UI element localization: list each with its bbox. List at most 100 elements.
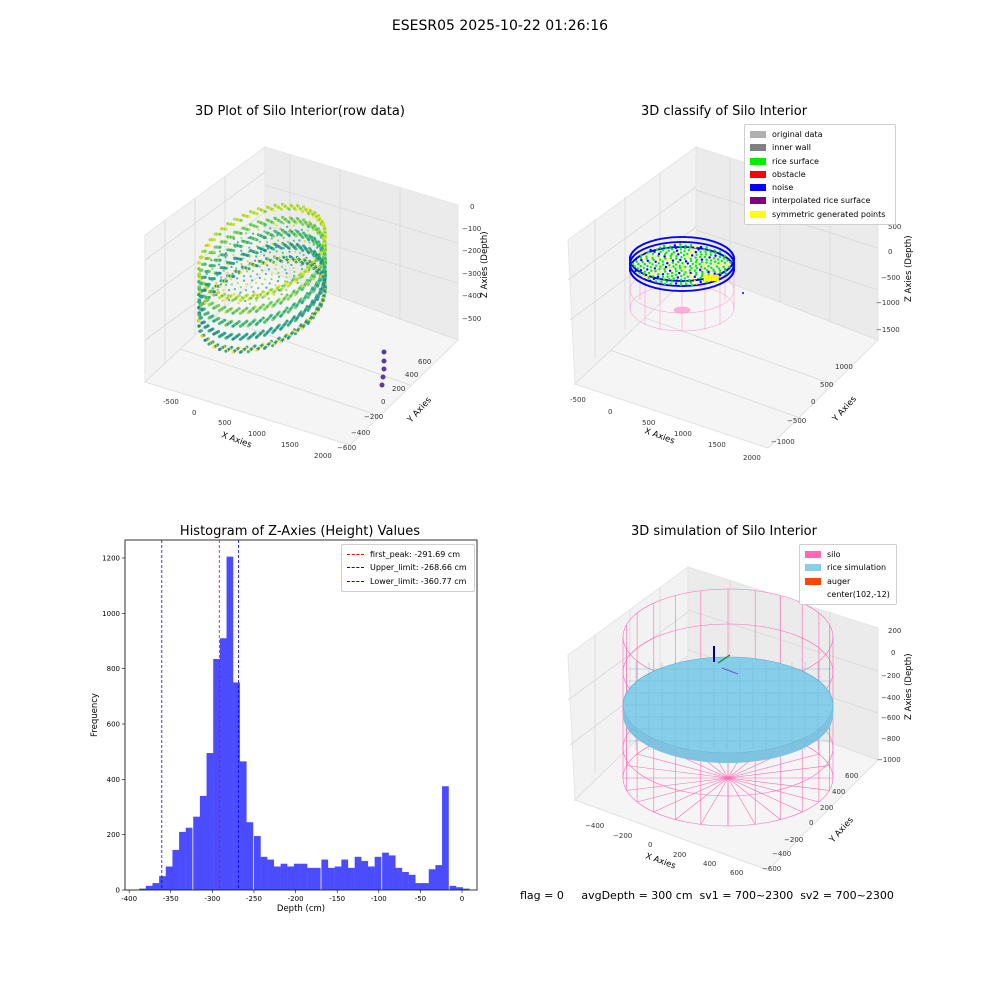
histogram-bar bbox=[313, 867, 321, 890]
z-tick: −400 bbox=[462, 292, 481, 300]
histogram-bar bbox=[428, 869, 436, 890]
z-axis-label: Z Axies (Depth) bbox=[480, 231, 490, 298]
x-tick-label: -250 bbox=[246, 895, 262, 903]
histogram-bar bbox=[449, 885, 457, 890]
x-tick: 0 bbox=[192, 409, 196, 417]
legend-label: noise bbox=[772, 183, 794, 193]
legend-swatch bbox=[750, 210, 766, 218]
legend-label: rice surface bbox=[772, 156, 819, 166]
y-tick: 600 bbox=[418, 358, 431, 366]
histogram-bar bbox=[388, 855, 396, 890]
x-tick-label: -300 bbox=[204, 895, 220, 903]
legend-item: rice simulation bbox=[805, 561, 891, 574]
y-tick: −1000 bbox=[771, 438, 795, 446]
raw-plot-title: 3D Plot of Silo Interior(row data) bbox=[195, 104, 405, 119]
x-tick: 0 bbox=[608, 408, 612, 416]
histogram-bar bbox=[193, 816, 200, 890]
x-tick: −400 bbox=[585, 822, 604, 830]
histogram-bar bbox=[287, 866, 295, 890]
legend-item: noise bbox=[750, 181, 890, 194]
y-tick-label: 600 bbox=[107, 720, 120, 728]
histogram-bar bbox=[233, 682, 240, 890]
y-tick-label: 1200 bbox=[102, 554, 120, 562]
histogram-bar bbox=[422, 883, 429, 890]
histogram-bar bbox=[374, 856, 382, 890]
histogram-bar bbox=[300, 863, 308, 890]
legend-swatch bbox=[805, 551, 821, 558]
x-tick: 400 bbox=[703, 860, 716, 868]
histogram-bar bbox=[402, 872, 409, 890]
x-tick-label: -400 bbox=[121, 895, 137, 903]
histogram-bar bbox=[246, 822, 254, 890]
legend-label: rice simulation bbox=[827, 563, 887, 573]
y-tick-label: 200 bbox=[107, 831, 120, 839]
x-tick-label: -350 bbox=[163, 895, 179, 903]
y-tick: 600 bbox=[845, 772, 858, 780]
legend-label: silo bbox=[827, 550, 841, 559]
z-tick: −800 bbox=[881, 735, 900, 743]
legend-line bbox=[347, 567, 364, 569]
x-tick-label: -50 bbox=[415, 895, 426, 903]
histogram-bar bbox=[206, 753, 214, 890]
y-tick-label: 1000 bbox=[102, 610, 120, 618]
z-tick: 0 bbox=[470, 203, 474, 211]
z-tick: −1000 bbox=[876, 299, 900, 307]
legend-swatch bbox=[750, 170, 766, 178]
histogram-bar bbox=[185, 827, 193, 890]
histogram-bar bbox=[172, 849, 180, 890]
legend-swatch bbox=[805, 564, 821, 572]
y-tick: −200 bbox=[364, 413, 383, 421]
histogram-bar bbox=[159, 876, 166, 890]
x-tick: -500 bbox=[163, 398, 179, 406]
legend-swatch bbox=[805, 577, 821, 585]
legend-label: Upper_limit: -268.66 cm bbox=[370, 563, 467, 573]
histogram-bar bbox=[273, 866, 281, 890]
histogram-bar bbox=[226, 556, 234, 890]
z-tick: 0 bbox=[888, 248, 892, 256]
y-tick: −400 bbox=[351, 429, 370, 437]
histogram-bar bbox=[361, 860, 369, 890]
histogram-legend: first_peak: -291.69 cm Upper_limit: -268… bbox=[341, 544, 475, 592]
y-tick: −600 bbox=[337, 444, 356, 452]
legend-label: interpolated rice surface bbox=[772, 196, 871, 206]
z-tick: 0 bbox=[891, 649, 895, 657]
legend-item: Lower_limit: -360.77 cm bbox=[347, 575, 469, 588]
histogram-bar bbox=[442, 786, 449, 890]
y-tick: 0 bbox=[811, 398, 815, 406]
legend-swatch bbox=[750, 131, 766, 138]
x-tick: 500 bbox=[218, 419, 231, 427]
classify-plot-title: 3D classify of Silo Interior bbox=[640, 104, 808, 119]
histogram-bar bbox=[462, 888, 470, 890]
histogram-bar bbox=[253, 836, 261, 890]
y-tick: 200 bbox=[820, 804, 833, 812]
y-tick: 200 bbox=[392, 385, 405, 393]
histogram-bar bbox=[165, 866, 173, 890]
x-axis-label: Depth (cm) bbox=[277, 904, 325, 914]
histogram-bar bbox=[139, 888, 146, 890]
histogram-bar bbox=[435, 865, 443, 890]
legend-line bbox=[347, 580, 364, 582]
legend-item: center(102,-12) bbox=[805, 588, 891, 601]
simulation-3d-plot: −400 −200 0 200 400 600 600 400 200 0 −2… bbox=[567, 566, 914, 877]
histogram-bar bbox=[415, 883, 423, 890]
histogram-bar bbox=[408, 874, 416, 890]
x-tick: 500 bbox=[642, 419, 655, 427]
legend-swatch bbox=[805, 591, 821, 598]
legend-label: center(102,-12) bbox=[827, 589, 890, 599]
simulation-legend: silo rice simulation auger center(102,-1… bbox=[799, 544, 897, 606]
x-tick: 2000 bbox=[314, 452, 332, 460]
x-tick: 1500 bbox=[708, 441, 726, 449]
legend-item: symmetric generated points bbox=[750, 208, 890, 221]
histogram-bar bbox=[213, 658, 220, 890]
x-tick: 600 bbox=[730, 869, 743, 877]
z-tick: −200 bbox=[462, 247, 481, 255]
y-tick-label: 0 bbox=[116, 887, 120, 895]
histogram-bar bbox=[239, 761, 247, 890]
y-tick-label: 800 bbox=[107, 665, 120, 673]
x-tick: -500 bbox=[570, 396, 586, 404]
z-tick: −300 bbox=[462, 270, 481, 278]
z-tick: 200 bbox=[888, 627, 901, 635]
histogram-bar bbox=[145, 885, 153, 890]
legend-swatch bbox=[750, 197, 766, 205]
z-tick: 500 bbox=[888, 223, 901, 231]
